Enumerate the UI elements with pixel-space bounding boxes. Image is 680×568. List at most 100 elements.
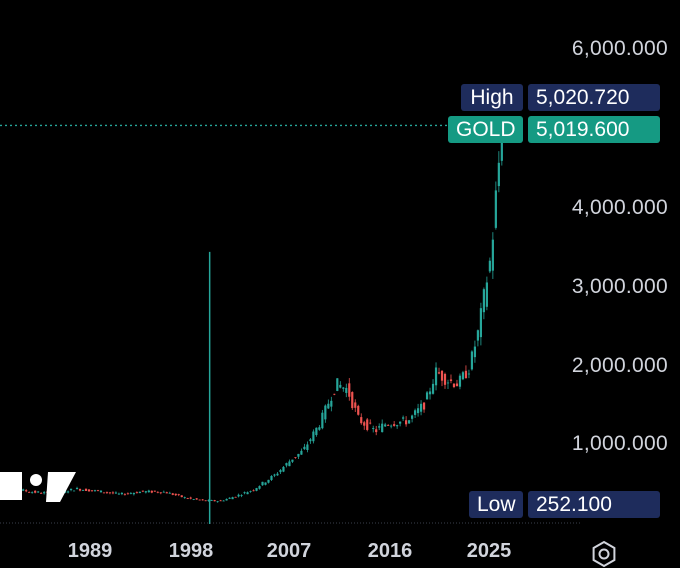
candle-up xyxy=(467,373,471,375)
last-price-tag: 5,019.600 xyxy=(528,116,660,143)
candle-down xyxy=(111,492,115,494)
candle-up xyxy=(37,491,40,493)
candle-up xyxy=(261,481,264,486)
candle-down xyxy=(198,499,201,501)
candle-up xyxy=(434,367,438,386)
candle-down xyxy=(440,370,444,381)
candle-down xyxy=(135,492,138,494)
candle-down xyxy=(84,488,88,491)
candle-up xyxy=(138,491,141,494)
candle-up xyxy=(381,423,384,433)
candle-down xyxy=(102,492,106,494)
candle-down xyxy=(78,488,82,491)
candle-up xyxy=(210,500,213,501)
high-value-tag: 5,020.720 xyxy=(528,84,660,111)
candle-down xyxy=(40,493,43,494)
x-tick-label: 1989 xyxy=(67,540,113,562)
candle-down xyxy=(354,402,357,408)
candle-down xyxy=(213,500,216,502)
candle-down xyxy=(87,489,91,492)
candle-up xyxy=(207,499,210,501)
candle-down xyxy=(437,372,441,374)
candle-up xyxy=(240,495,243,497)
candle-down xyxy=(455,383,459,387)
candle-down xyxy=(294,457,297,458)
y-tick-label: 3,000.000 xyxy=(571,275,668,298)
candle-down xyxy=(252,490,255,492)
candle-down xyxy=(204,500,207,502)
candle-up xyxy=(225,498,228,501)
candle-up xyxy=(408,420,411,424)
candle-down xyxy=(452,383,456,388)
candle-up xyxy=(288,461,291,467)
candle-up xyxy=(494,190,497,228)
candle-down xyxy=(174,493,177,496)
candle-up xyxy=(291,459,294,462)
candle-up xyxy=(470,351,474,370)
candle-up xyxy=(479,308,483,338)
candle-up xyxy=(399,421,402,424)
candle-up xyxy=(276,473,279,476)
candle-down xyxy=(108,492,112,494)
candle-up xyxy=(31,492,34,494)
candle-down xyxy=(177,494,180,496)
candle-up xyxy=(22,489,25,491)
candle-down xyxy=(351,392,354,409)
candle-up xyxy=(273,474,276,476)
candle-up xyxy=(402,417,405,419)
candle-down xyxy=(387,425,390,426)
candle-up xyxy=(482,289,485,313)
candle-up xyxy=(285,463,288,466)
candle-up xyxy=(384,424,387,427)
candle-up xyxy=(147,490,150,493)
candle-up xyxy=(243,492,246,494)
candle-down xyxy=(34,490,37,493)
candle-up xyxy=(458,375,462,387)
candle-up xyxy=(249,490,252,492)
candle-up xyxy=(144,491,147,493)
candle-down xyxy=(464,370,468,379)
candle-down xyxy=(96,490,100,492)
candle-up xyxy=(425,392,429,400)
candle-up xyxy=(419,403,423,412)
candle-up xyxy=(282,466,285,472)
candle-down xyxy=(165,492,168,494)
candle-up xyxy=(75,487,79,490)
candle-down xyxy=(348,383,351,397)
symbol-tag: GOLD xyxy=(448,116,523,143)
candle-down xyxy=(171,493,174,495)
candle-down xyxy=(123,494,127,496)
candle-up xyxy=(416,408,420,414)
candle-up xyxy=(309,439,312,442)
candle-up xyxy=(66,491,70,493)
candle-up xyxy=(183,497,186,499)
candle-down xyxy=(159,492,162,494)
candle-up xyxy=(476,330,480,341)
candle-up xyxy=(81,490,85,491)
x-tick-label: 2025 xyxy=(466,540,512,562)
candle-up xyxy=(300,450,303,455)
candle-up xyxy=(345,387,348,393)
x-tick-label: 1998 xyxy=(168,540,214,562)
candle-up xyxy=(488,260,491,272)
candle-up xyxy=(372,428,375,429)
candle-up xyxy=(258,486,261,489)
candle-up xyxy=(330,400,333,407)
settings-gear-icon[interactable] xyxy=(590,540,618,568)
candle-down xyxy=(126,493,129,495)
candle-up xyxy=(396,425,399,427)
candle-up xyxy=(192,499,195,500)
candle-down xyxy=(186,498,189,500)
candle-up xyxy=(72,490,76,492)
y-tick-label: 4,000.000 xyxy=(571,196,668,219)
candle-down xyxy=(422,402,426,410)
candle-up xyxy=(306,444,309,450)
candle-up xyxy=(255,488,258,491)
candle-up xyxy=(297,453,300,457)
candle-down xyxy=(28,492,31,493)
candle-up xyxy=(237,494,240,497)
candle-up xyxy=(327,403,330,409)
candle-up xyxy=(228,497,231,499)
candle-up xyxy=(93,490,97,491)
candle-up xyxy=(114,492,118,494)
